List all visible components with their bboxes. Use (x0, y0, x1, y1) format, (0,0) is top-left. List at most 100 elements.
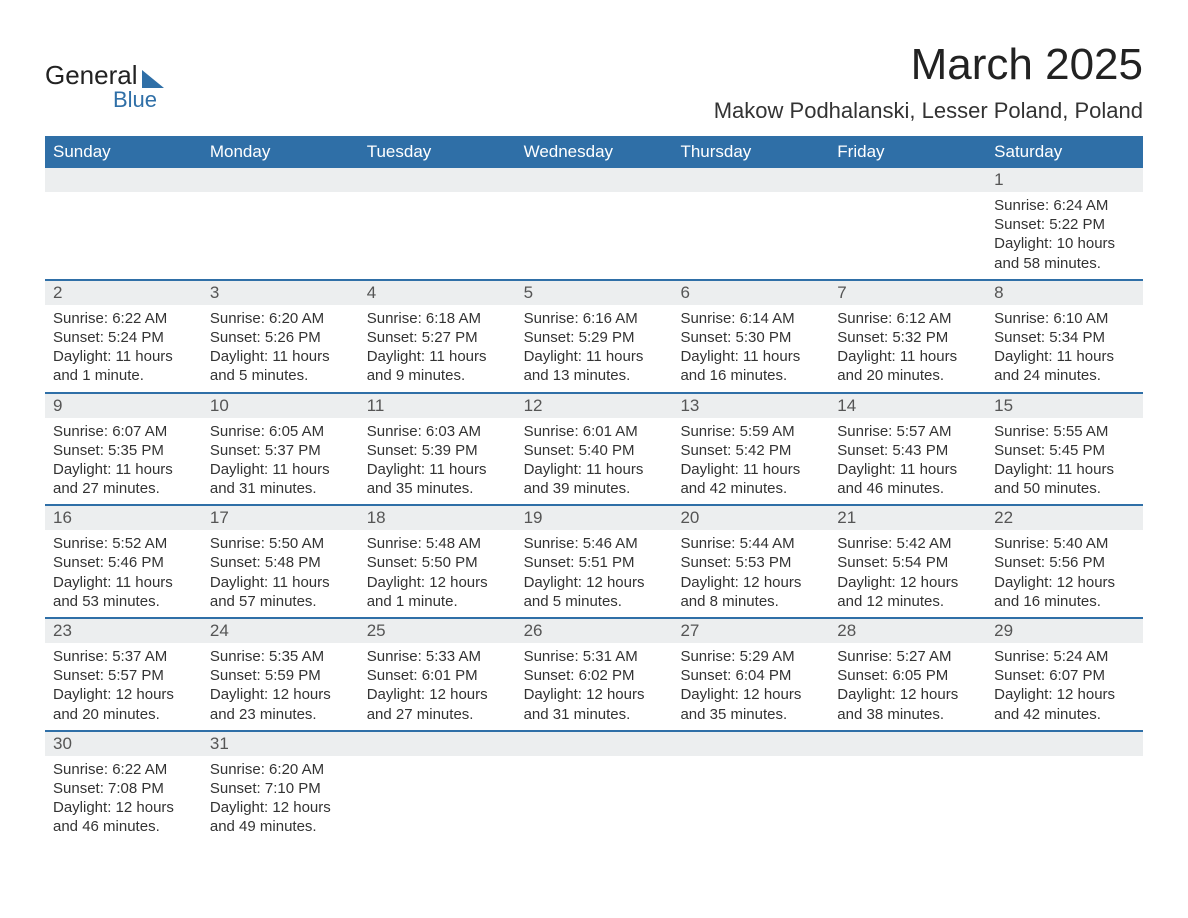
day-number (829, 732, 986, 756)
calendar-cell: 13Sunrise: 5:59 AMSunset: 5:42 PMDayligh… (672, 394, 829, 505)
calendar-cell (516, 168, 673, 279)
calendar-cell (202, 168, 359, 279)
daylight-text: Daylight: 11 hours and 9 minutes. (367, 347, 508, 385)
calendar-cell: 6Sunrise: 6:14 AMSunset: 5:30 PMDaylight… (672, 281, 829, 392)
calendar-week: 16Sunrise: 5:52 AMSunset: 5:46 PMDayligh… (45, 504, 1143, 617)
day-number: 2 (45, 281, 202, 305)
day-number (829, 168, 986, 192)
sunset-text: Sunset: 5:39 PM (367, 441, 508, 460)
sunrise-text: Sunrise: 6:10 AM (994, 309, 1135, 328)
daylight-text: Daylight: 12 hours and 46 minutes. (53, 798, 194, 836)
day-body: Sunrise: 6:14 AMSunset: 5:30 PMDaylight:… (672, 305, 829, 392)
day-number (672, 168, 829, 192)
sunset-text: Sunset: 5:24 PM (53, 328, 194, 347)
day-number: 8 (986, 281, 1143, 305)
calendar-cell: 3Sunrise: 6:20 AMSunset: 5:26 PMDaylight… (202, 281, 359, 392)
sunrise-text: Sunrise: 5:35 AM (210, 647, 351, 666)
sunrise-text: Sunrise: 6:16 AM (524, 309, 665, 328)
daylight-text: Daylight: 12 hours and 23 minutes. (210, 685, 351, 723)
sunset-text: Sunset: 6:05 PM (837, 666, 978, 685)
calendar-cell: 2Sunrise: 6:22 AMSunset: 5:24 PMDaylight… (45, 281, 202, 392)
calendar-cell: 15Sunrise: 5:55 AMSunset: 5:45 PMDayligh… (986, 394, 1143, 505)
sunrise-text: Sunrise: 5:31 AM (524, 647, 665, 666)
sunset-text: Sunset: 7:10 PM (210, 779, 351, 798)
calendar-cell (45, 168, 202, 279)
day-body: Sunrise: 6:05 AMSunset: 5:37 PMDaylight:… (202, 418, 359, 505)
dayname-friday: Friday (829, 136, 986, 168)
day-body: Sunrise: 6:10 AMSunset: 5:34 PMDaylight:… (986, 305, 1143, 392)
sunset-text: Sunset: 5:43 PM (837, 441, 978, 460)
sunrise-text: Sunrise: 5:46 AM (524, 534, 665, 553)
calendar-cell (986, 732, 1143, 843)
sunset-text: Sunset: 5:57 PM (53, 666, 194, 685)
day-number: 27 (672, 619, 829, 643)
day-number: 24 (202, 619, 359, 643)
calendar-cell: 19Sunrise: 5:46 AMSunset: 5:51 PMDayligh… (516, 506, 673, 617)
day-body: Sunrise: 5:46 AMSunset: 5:51 PMDaylight:… (516, 530, 673, 617)
day-body: Sunrise: 5:31 AMSunset: 6:02 PMDaylight:… (516, 643, 673, 730)
calendar-cell: 27Sunrise: 5:29 AMSunset: 6:04 PMDayligh… (672, 619, 829, 730)
sunset-text: Sunset: 6:01 PM (367, 666, 508, 685)
calendar-cell: 28Sunrise: 5:27 AMSunset: 6:05 PMDayligh… (829, 619, 986, 730)
calendar-cell: 16Sunrise: 5:52 AMSunset: 5:46 PMDayligh… (45, 506, 202, 617)
day-body: Sunrise: 6:24 AMSunset: 5:22 PMDaylight:… (986, 192, 1143, 279)
daylight-text: Daylight: 11 hours and 53 minutes. (53, 573, 194, 611)
sunrise-text: Sunrise: 6:22 AM (53, 760, 194, 779)
day-number (359, 732, 516, 756)
dayname-monday: Monday (202, 136, 359, 168)
calendar-cell: 7Sunrise: 6:12 AMSunset: 5:32 PMDaylight… (829, 281, 986, 392)
sunrise-text: Sunrise: 6:14 AM (680, 309, 821, 328)
sunset-text: Sunset: 5:40 PM (524, 441, 665, 460)
calendar-cell (672, 168, 829, 279)
day-number (672, 732, 829, 756)
day-body (672, 192, 829, 202)
daylight-text: Daylight: 11 hours and 31 minutes. (210, 460, 351, 498)
day-body: Sunrise: 5:52 AMSunset: 5:46 PMDaylight:… (45, 530, 202, 617)
day-body (359, 756, 516, 766)
day-body: Sunrise: 6:12 AMSunset: 5:32 PMDaylight:… (829, 305, 986, 392)
daylight-text: Daylight: 12 hours and 1 minute. (367, 573, 508, 611)
daylight-text: Daylight: 11 hours and 57 minutes. (210, 573, 351, 611)
daylight-text: Daylight: 11 hours and 50 minutes. (994, 460, 1135, 498)
day-number (45, 168, 202, 192)
sunrise-text: Sunrise: 6:22 AM (53, 309, 194, 328)
day-body: Sunrise: 6:22 AMSunset: 5:24 PMDaylight:… (45, 305, 202, 392)
day-number: 15 (986, 394, 1143, 418)
sunrise-text: Sunrise: 5:40 AM (994, 534, 1135, 553)
daylight-text: Daylight: 12 hours and 5 minutes. (524, 573, 665, 611)
day-body: Sunrise: 6:20 AMSunset: 5:26 PMDaylight:… (202, 305, 359, 392)
sunset-text: Sunset: 6:02 PM (524, 666, 665, 685)
day-number (516, 732, 673, 756)
sunset-text: Sunset: 5:54 PM (837, 553, 978, 572)
daylight-text: Daylight: 12 hours and 20 minutes. (53, 685, 194, 723)
logo: General Blue (45, 40, 164, 113)
day-number (516, 168, 673, 192)
sunset-text: Sunset: 6:04 PM (680, 666, 821, 685)
day-number (986, 732, 1143, 756)
day-number: 19 (516, 506, 673, 530)
sunset-text: Sunset: 5:51 PM (524, 553, 665, 572)
calendar-cell: 31Sunrise: 6:20 AMSunset: 7:10 PMDayligh… (202, 732, 359, 843)
day-number: 7 (829, 281, 986, 305)
day-body (672, 756, 829, 766)
calendar-cell: 22Sunrise: 5:40 AMSunset: 5:56 PMDayligh… (986, 506, 1143, 617)
calendar-cell: 21Sunrise: 5:42 AMSunset: 5:54 PMDayligh… (829, 506, 986, 617)
day-number: 30 (45, 732, 202, 756)
day-number: 26 (516, 619, 673, 643)
calendar-cell: 26Sunrise: 5:31 AMSunset: 6:02 PMDayligh… (516, 619, 673, 730)
day-number: 16 (45, 506, 202, 530)
calendar-cell: 25Sunrise: 5:33 AMSunset: 6:01 PMDayligh… (359, 619, 516, 730)
page-header: General Blue March 2025 Makow Podhalansk… (45, 40, 1143, 124)
sunrise-text: Sunrise: 6:12 AM (837, 309, 978, 328)
day-body (829, 192, 986, 202)
sunset-text: Sunset: 5:30 PM (680, 328, 821, 347)
daylight-text: Daylight: 12 hours and 12 minutes. (837, 573, 978, 611)
calendar-week: 23Sunrise: 5:37 AMSunset: 5:57 PMDayligh… (45, 617, 1143, 730)
sunrise-text: Sunrise: 6:18 AM (367, 309, 508, 328)
calendar-cell: 1Sunrise: 6:24 AMSunset: 5:22 PMDaylight… (986, 168, 1143, 279)
day-body (516, 756, 673, 766)
calendar-cell: 4Sunrise: 6:18 AMSunset: 5:27 PMDaylight… (359, 281, 516, 392)
day-body: Sunrise: 5:42 AMSunset: 5:54 PMDaylight:… (829, 530, 986, 617)
day-number: 14 (829, 394, 986, 418)
day-number: 22 (986, 506, 1143, 530)
